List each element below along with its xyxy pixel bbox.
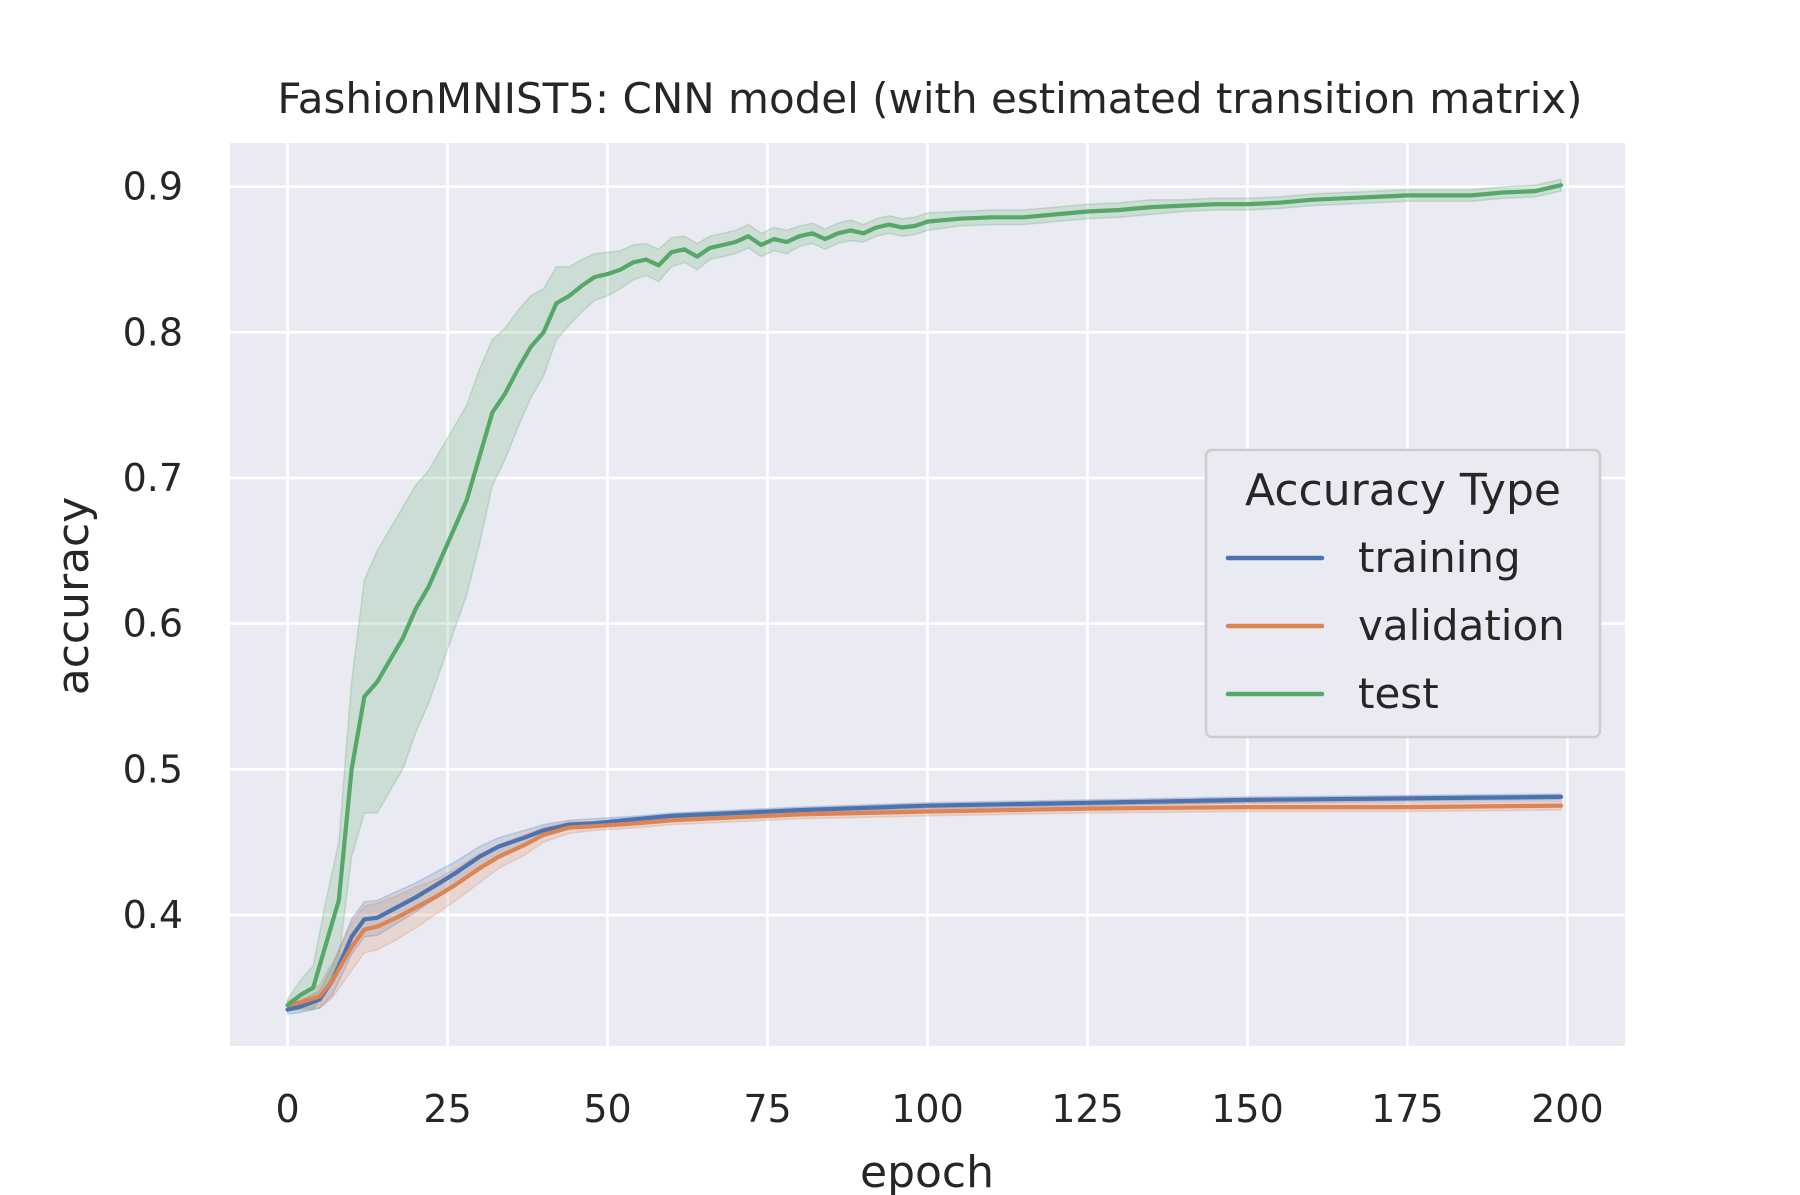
y-tick-labels: 0.4 0.5 0.6 0.7 0.8 0.9 (123, 165, 183, 937)
x-tick-label: 0 (276, 1087, 300, 1131)
confidence-bands (286, 178, 1562, 1015)
y-tick-label: 0.7 (123, 456, 183, 500)
series-lines (285, 183, 1564, 1012)
x-gridlines (286, 143, 1569, 1046)
x-tick-label: 50 (583, 1087, 631, 1131)
y-tick-label: 0.6 (123, 602, 183, 646)
legend-box (1204, 448, 1602, 739)
test-line (285, 183, 1564, 1008)
legend-label-test: test (1358, 669, 1439, 718)
y-tick-label: 0.9 (123, 165, 183, 209)
chart-title: FashionMNIST5: CNN model (with estimated… (277, 74, 1582, 123)
legend-label-training: training (1358, 533, 1521, 582)
y-tick-label: 0.5 (123, 747, 183, 791)
legend-label-validation: validation (1358, 601, 1565, 650)
y-tick-label: 0.4 (123, 893, 183, 937)
x-tick-label: 150 (1211, 1087, 1284, 1131)
x-tick-label: 25 (423, 1087, 471, 1131)
x-tick-label: 125 (1051, 1087, 1124, 1131)
y-tick-label: 0.8 (123, 310, 183, 354)
training-line (285, 794, 1564, 1012)
validation-band (286, 800, 1562, 1011)
x-tick-label: 100 (891, 1087, 964, 1131)
training-band (286, 793, 1562, 1015)
x-tick-label: 200 (1531, 1087, 1604, 1131)
x-tick-label: 175 (1371, 1087, 1444, 1131)
test-band (286, 178, 1562, 1012)
legend-title: Accuracy Type (1245, 465, 1561, 516)
legend: Accuracy Type training validation test (1204, 448, 1602, 739)
x-tick-labels: 0 25 50 75 100 125 150 175 200 (276, 1087, 1604, 1131)
x-tick-label: 75 (743, 1087, 791, 1131)
legend-items: training validation test (1225, 533, 1565, 718)
x-axis-label: epoch (860, 1147, 994, 1195)
y-axis-label: accuracy (48, 497, 99, 696)
validation-line (285, 803, 1564, 1008)
